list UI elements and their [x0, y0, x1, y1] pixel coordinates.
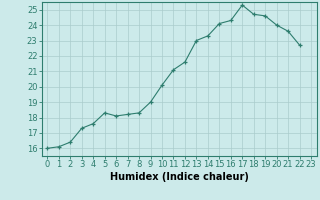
X-axis label: Humidex (Indice chaleur): Humidex (Indice chaleur) [110, 172, 249, 182]
